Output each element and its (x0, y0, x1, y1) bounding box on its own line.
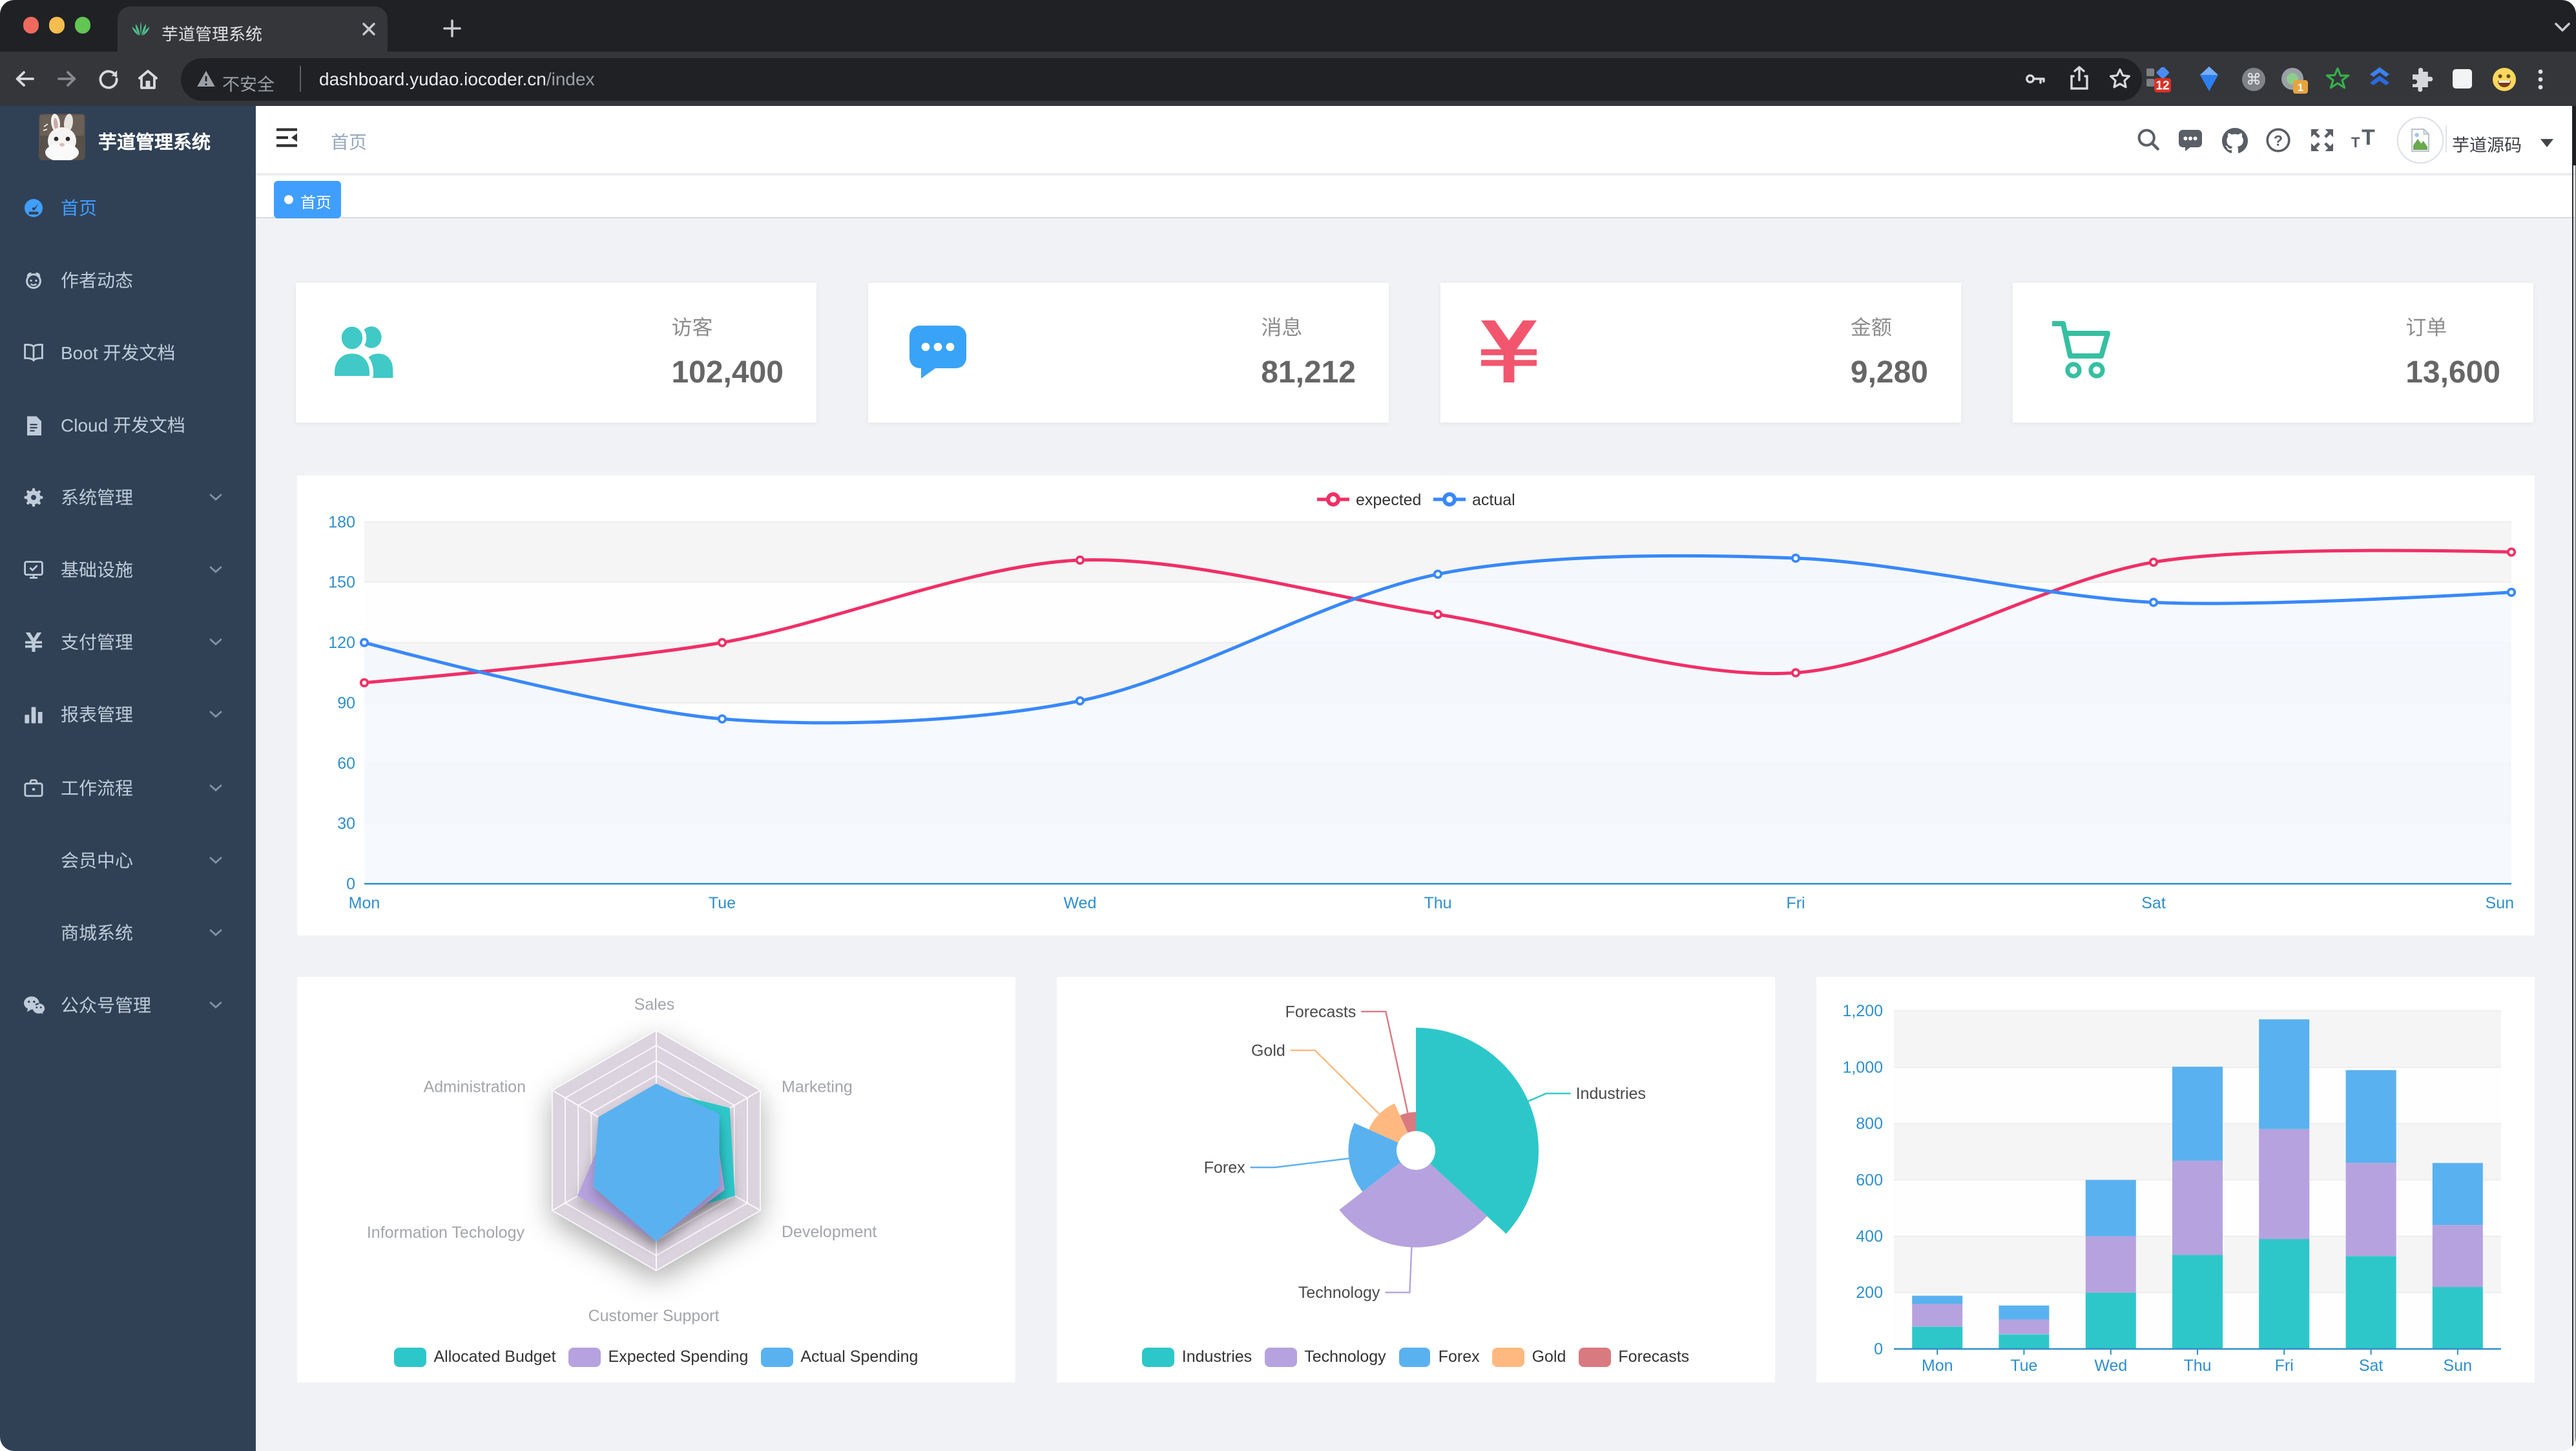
svg-text:Sat: Sat (2141, 893, 2165, 912)
svg-text:Fri: Fri (1785, 893, 1804, 912)
svg-text:Marketing: Marketing (782, 1078, 853, 1096)
svg-text:Customer Support: Customer Support (588, 1307, 720, 1325)
svg-text:1: 1 (2298, 81, 2303, 93)
svg-text:30: 30 (337, 814, 355, 832)
svg-text:⌘: ⌘ (2246, 70, 2261, 88)
svg-text:Sales: Sales (634, 996, 675, 1014)
svg-text:800: 800 (1856, 1115, 1883, 1133)
svg-text:Sun: Sun (2485, 893, 2513, 912)
svg-text:?: ? (2274, 131, 2283, 148)
svg-text:expected: expected (1355, 490, 1420, 508)
svg-text:Thu: Thu (1423, 893, 1451, 912)
svg-text:Mon: Mon (1922, 1357, 1953, 1375)
svg-text:1,000: 1,000 (1842, 1058, 1883, 1076)
svg-text:600: 600 (1856, 1171, 1883, 1189)
svg-text:0: 0 (346, 874, 355, 892)
svg-text:Development: Development (782, 1223, 877, 1241)
svg-text:Tue: Tue (708, 893, 735, 912)
svg-text:180: 180 (327, 512, 355, 530)
svg-text:90: 90 (337, 693, 355, 711)
svg-text:60: 60 (337, 754, 355, 772)
svg-text:Administration: Administration (424, 1078, 526, 1096)
svg-text:12: 12 (2155, 79, 2169, 93)
svg-text:1,200: 1,200 (1842, 1002, 1883, 1020)
svg-text:120: 120 (327, 633, 355, 651)
svg-text:Sat: Sat (2359, 1357, 2384, 1375)
svg-text:0: 0 (1874, 1340, 1883, 1358)
svg-text:actual: actual (1471, 490, 1515, 508)
svg-text:Wed: Wed (2094, 1357, 2127, 1375)
svg-text:Fri: Fri (2275, 1357, 2294, 1375)
svg-text:Mon: Mon (348, 893, 380, 912)
svg-text:Technology: Technology (1298, 1284, 1380, 1302)
svg-text:Gold: Gold (1251, 1041, 1285, 1060)
svg-text:Wed: Wed (1063, 893, 1096, 912)
svg-text:150: 150 (327, 573, 355, 591)
svg-text:Industries: Industries (1576, 1085, 1646, 1103)
svg-text:Sun: Sun (2444, 1357, 2472, 1375)
svg-text:Thu: Thu (2183, 1357, 2211, 1375)
svg-text:400: 400 (1856, 1227, 1883, 1246)
svg-text:Forecasts: Forecasts (1285, 1003, 1356, 1021)
svg-text:Tue: Tue (2010, 1357, 2037, 1375)
svg-text:200: 200 (1856, 1284, 1883, 1302)
svg-text:Information Techology: Information Techology (367, 1224, 525, 1242)
svg-text:Forex: Forex (1204, 1159, 1245, 1177)
